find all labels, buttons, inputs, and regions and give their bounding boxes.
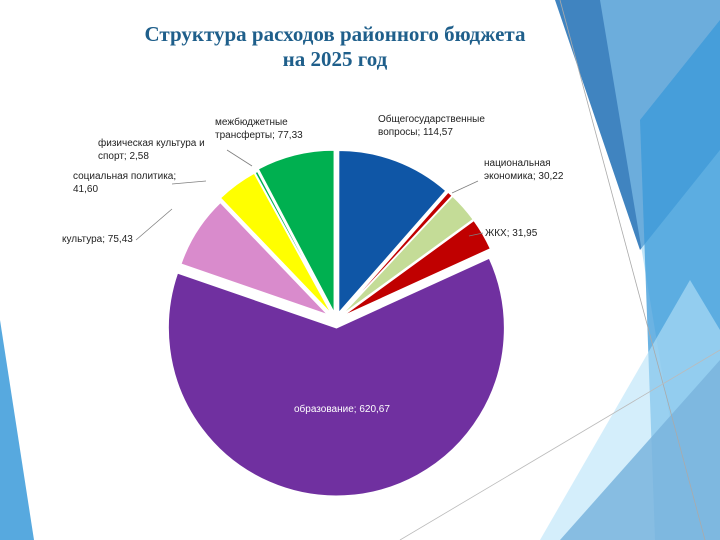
- pie-slice-4: [342, 219, 491, 317]
- chart-title: Структура расходов районного бюджета на …: [130, 22, 540, 72]
- data-label-line-1: межбюджетные: [215, 117, 288, 128]
- data-label-line-1: Общегосударственные: [378, 114, 485, 125]
- data-label-line-2: трансферты; 77,33: [215, 130, 303, 141]
- pie-slice-3: [341, 195, 474, 316]
- data-label: культура; 75,43: [62, 233, 133, 246]
- data-label-line-1: физическая культура и: [98, 138, 205, 149]
- pie-slice-2: [340, 191, 453, 315]
- data-label-line-2: вопросы; 114,57: [378, 127, 453, 138]
- data-label: межбюджетные трансферты; 77,33: [215, 116, 303, 142]
- data-label-line-1: национальная: [484, 158, 551, 169]
- data-label: социальная политика; 41,60: [73, 170, 176, 196]
- data-label-line-2: спорт; 2,58: [98, 151, 149, 162]
- leader-line: [226, 149, 253, 167]
- pie-slice-1: [338, 150, 447, 314]
- pie-slice-9: [257, 149, 335, 313]
- leader-line: [171, 180, 207, 185]
- pie-slice-6: [180, 201, 328, 316]
- data-label-line-1: ЖКХ; 31,95: [485, 228, 538, 239]
- pie-slice-5: [167, 257, 505, 497]
- data-label-line-2: экономика; 30,22: [484, 171, 564, 182]
- data-label-line-2: 41,60: [73, 184, 99, 195]
- data-label: образование; 620,67: [294, 403, 390, 416]
- data-label: национальная экономика; 30,22: [484, 157, 563, 183]
- pie-slice-7: [219, 172, 332, 314]
- data-label: Общегосударственные вопросы; 114,57: [378, 113, 485, 139]
- decor-thin-line: [559, 0, 706, 540]
- data-label: физическая культура и спорт; 2,58: [98, 137, 205, 163]
- decor-left-triangle: [0, 320, 34, 540]
- data-label-line-1: образование; 620,67: [294, 404, 390, 415]
- decor-light-wedge: [540, 280, 720, 540]
- chart-title-line-2: на 2025 год: [282, 47, 388, 71]
- leader-line: [451, 180, 479, 194]
- leader-line: [135, 208, 173, 241]
- chart-title-line-1: Структура расходов районного бюджета: [144, 22, 526, 46]
- pie-slice-8: [254, 170, 333, 314]
- data-label-line-1: социальная политика;: [73, 171, 177, 182]
- data-label: ЖКХ; 31,95: [485, 227, 537, 240]
- data-label-line-1: культура; 75,43: [62, 234, 133, 245]
- decor-thin-line: [399, 349, 720, 540]
- leader-line: [468, 232, 484, 237]
